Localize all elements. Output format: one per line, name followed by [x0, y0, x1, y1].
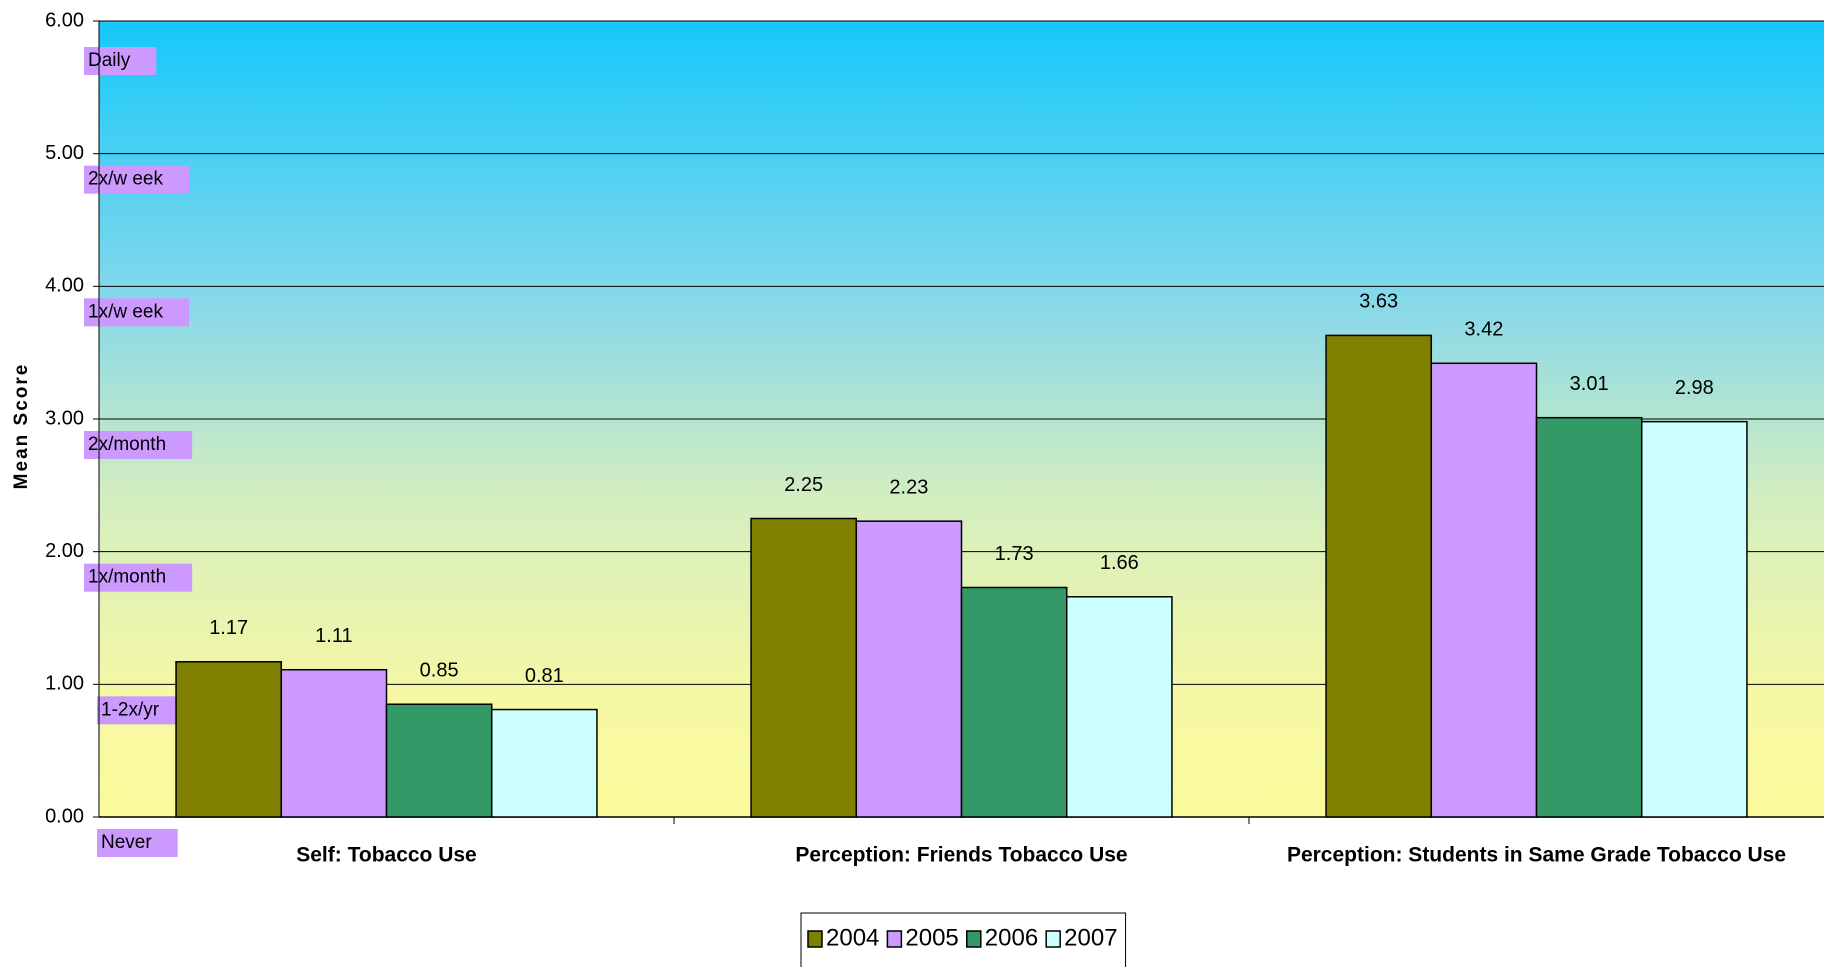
bar: [385, 703, 493, 818]
y-tick-label: 3.00: [45, 407, 84, 429]
level-label-bg: [84, 47, 157, 75]
level-label-text: Never: [101, 832, 152, 853]
data-label: 2.98: [1675, 377, 1714, 399]
data-label: 3.01: [1570, 373, 1609, 395]
level-label-bg: [84, 165, 189, 194]
level-label: 2x/month: [84, 431, 193, 459]
level-label-bg: [84, 563, 193, 592]
legend-swatch: [886, 930, 903, 948]
level-label-text: 2x/month: [88, 434, 166, 455]
bar: [1640, 420, 1748, 818]
bar: [855, 520, 963, 818]
y-tick-label: 2.00: [45, 540, 84, 562]
bar: [175, 661, 283, 818]
bar: [1430, 362, 1538, 818]
data-label: 1.11: [315, 625, 352, 647]
legend-label: 2006: [985, 924, 1038, 951]
bar: [750, 517, 858, 818]
x-tick-label: Perception: Friends Tobacco Use: [795, 844, 1127, 867]
level-label-text: 2x/w eek: [88, 169, 163, 190]
level-label: Daily: [84, 47, 157, 75]
legend-swatch: [1045, 930, 1061, 948]
bar: [1535, 416, 1643, 818]
level-label-text: Daily: [88, 50, 131, 71]
level-label-bg: [97, 696, 186, 725]
bar: [1065, 596, 1173, 818]
y-axis-title: Mean Score: [11, 363, 32, 490]
x-tick-label: Self: Tobacco Use: [296, 844, 477, 867]
level-label-text: 1x/month: [88, 567, 166, 588]
y-tick-label: 6.00: [45, 9, 84, 31]
level-label-text: 1x/w eek: [88, 301, 163, 322]
level-label: 1-2x/yr: [97, 696, 186, 725]
data-label: 3.42: [1464, 319, 1503, 341]
data-label: 1.66: [1100, 552, 1139, 574]
legend-label: 2004: [826, 924, 879, 951]
level-label-text: 1-2x/yr: [101, 699, 160, 720]
level-label: 2x/w eek: [84, 165, 189, 194]
bar: [1325, 334, 1433, 818]
legend-swatch: [807, 930, 823, 948]
data-label: 0.81: [525, 665, 564, 687]
y-tick-label: 1.00: [45, 673, 84, 695]
legend-box: [800, 912, 1127, 967]
bar: [960, 586, 1068, 818]
data-label: 1.17: [209, 617, 248, 639]
y-tick-label: 0.00: [45, 805, 84, 827]
legend-label: 2007: [1064, 924, 1117, 951]
level-label-bg: [84, 431, 193, 459]
y-tick-label: 5.00: [45, 142, 84, 164]
legend-swatch: [966, 930, 982, 948]
data-label: 3.63: [1359, 291, 1398, 313]
data-label: 0.85: [420, 660, 459, 682]
y-tick-label: 4.00: [45, 275, 84, 297]
level-label-bg: [97, 829, 178, 857]
level-label: 1x/month: [84, 563, 193, 592]
data-label: 2.25: [784, 474, 823, 496]
x-tick-label: Perception: Students in Same Grade Tobac…: [1287, 844, 1786, 867]
bar: [280, 668, 388, 818]
level-label: Never: [97, 829, 178, 857]
level-label-bg: [84, 298, 189, 327]
level-label: 1x/w eek: [84, 298, 189, 327]
legend-label: 2005: [905, 924, 958, 951]
data-label: 1.73: [995, 543, 1034, 565]
bar: [490, 708, 598, 818]
data-label: 2.23: [889, 476, 928, 498]
legend: 2004 2005 2006 2007: [800, 912, 1127, 967]
